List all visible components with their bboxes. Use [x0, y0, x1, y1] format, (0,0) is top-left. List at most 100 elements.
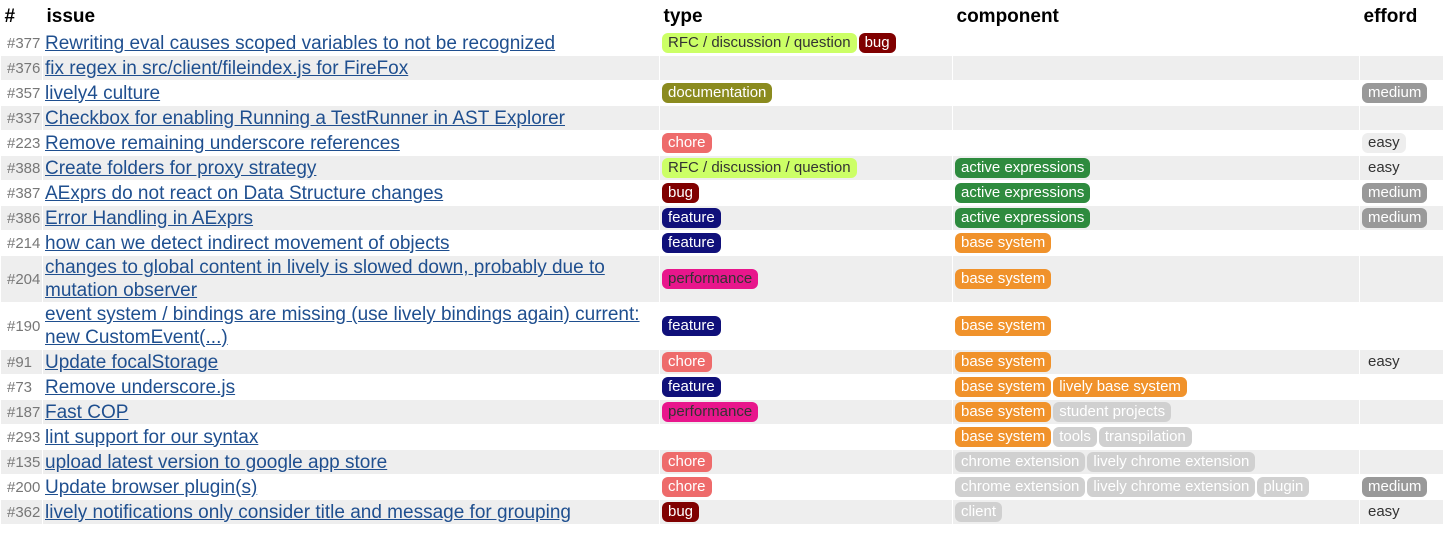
type-label[interactable]: feature	[662, 316, 721, 336]
issue-cell: Remove remaining underscore references	[42, 130, 660, 156]
issue-table: # issue type component efford #377 Rewrit…	[0, 4, 1443, 525]
issue-cell: Fast COP	[42, 399, 660, 425]
issue-link[interactable]: lively4 culture	[45, 82, 161, 104]
component-label[interactable]: client	[955, 502, 1003, 522]
component-label[interactable]: base system	[955, 427, 1052, 447]
component-label[interactable]: plugin	[1257, 477, 1310, 497]
issue-link[interactable]: Fast COP	[45, 401, 129, 423]
type-label[interactable]: chore	[662, 133, 712, 153]
issue-link[interactable]: Update focalStorage	[45, 351, 219, 373]
component-label[interactable]: base system	[955, 269, 1052, 289]
header-cell: issue	[46, 6, 96, 27]
issue-cell: event system / bindings are missing (use…	[42, 302, 660, 350]
issue-number: #73	[0, 374, 43, 400]
component-cell	[952, 105, 1360, 131]
issue-link[interactable]: Remove remaining underscore references	[45, 132, 400, 154]
issue-number: #386	[0, 205, 43, 231]
table-body: #377 Rewriting eval causes scoped variabl…	[0, 30, 1443, 525]
component-label[interactable]: chrome extension	[955, 452, 1086, 472]
efford-cell: medium	[1359, 80, 1443, 106]
type-cell	[659, 424, 953, 450]
issue-link[interactable]: how can we detect indirect movement of o…	[45, 232, 450, 254]
issue-link[interactable]: lint support for our syntax	[45, 426, 259, 448]
issue-link[interactable]: upload latest version to google app stor…	[45, 451, 388, 473]
issue-number: #190	[0, 302, 43, 350]
component-label[interactable]: student projects	[1053, 402, 1172, 422]
type-cell: feature	[659, 374, 953, 400]
issue-cell: Create folders for proxy strategy	[42, 155, 660, 181]
component-label[interactable]: active expressions	[955, 158, 1091, 178]
issue-cell: fix regex in src/client/fileindex.js for…	[42, 55, 660, 81]
type-label[interactable]: bug	[662, 502, 700, 522]
issue-link[interactable]: Checkbox for enabling Running a TestRunn…	[45, 107, 565, 129]
type-label[interactable]: performance	[662, 402, 759, 422]
component-cell: base system	[952, 230, 1360, 256]
type-label[interactable]: chore	[662, 352, 712, 372]
issue-number: #293	[0, 424, 43, 450]
type-label[interactable]: feature	[662, 208, 721, 228]
efford-cell: medium	[1359, 180, 1443, 206]
type-label[interactable]: RFC / discussion / question	[662, 33, 857, 53]
type-cell: chore	[659, 449, 953, 475]
component-cell: base system	[952, 255, 1360, 303]
table-row: #214 how can we detect indirect movement …	[0, 230, 1443, 256]
component-cell: chrome extension lively chrome extension	[952, 449, 1360, 475]
table-row: #91 Update focalStorage chore base system ea…	[0, 349, 1443, 375]
component-label[interactable]: base system	[955, 316, 1052, 336]
efford-label[interactable]: medium	[1362, 183, 1428, 203]
component-label[interactable]: lively chrome extension	[1087, 452, 1256, 472]
component-label[interactable]: transpilation	[1098, 427, 1192, 447]
issue-link[interactable]: AExprs do not react on Data Structure ch…	[45, 182, 444, 204]
type-label[interactable]: feature	[662, 233, 721, 253]
component-label[interactable]: active expressions	[955, 183, 1091, 203]
type-label[interactable]: RFC / discussion / question	[662, 158, 857, 178]
table-row: #200 Update browser plugin(s) chore chrome …	[0, 474, 1443, 500]
table-row: #337 Checkbox for enabling Running a Test…	[0, 105, 1443, 131]
issue-link[interactable]: lively notifications only consider title…	[45, 501, 571, 523]
issue-link[interactable]: Remove underscore.js	[45, 376, 236, 398]
component-label[interactable]: base system	[955, 233, 1052, 253]
issue-link[interactable]: Update browser plugin(s)	[45, 476, 258, 498]
type-cell: RFC / discussion / question	[659, 155, 953, 181]
table-row: #357 lively4 culture documentation medium	[0, 80, 1443, 106]
efford-label[interactable]: easy	[1362, 352, 1406, 372]
issue-cell: changes to global content in lively is s…	[42, 255, 660, 303]
type-label[interactable]: bug	[858, 33, 896, 53]
issue-link[interactable]: Create folders for proxy strategy	[45, 157, 317, 179]
table-row: #377 Rewriting eval causes scoped variabl…	[0, 30, 1443, 56]
issue-link[interactable]: changes to global content in lively is s…	[45, 257, 605, 301]
issue-link[interactable]: Error Handling in AExprs	[45, 207, 254, 229]
efford-label[interactable]: easy	[1362, 158, 1406, 178]
issue-number: #204	[0, 255, 43, 303]
efford-label[interactable]: medium	[1362, 477, 1428, 497]
type-cell: performance	[659, 255, 953, 303]
component-label[interactable]: chrome extension	[955, 477, 1086, 497]
efford-cell	[1359, 55, 1443, 81]
component-label[interactable]: base system	[955, 352, 1052, 372]
type-cell: documentation	[659, 80, 953, 106]
efford-label[interactable]: medium	[1362, 208, 1428, 228]
issue-number: #388	[0, 155, 43, 181]
type-label[interactable]: documentation	[662, 83, 773, 103]
efford-label[interactable]: medium	[1362, 83, 1428, 103]
component-label[interactable]: active expressions	[955, 208, 1091, 228]
type-label[interactable]: performance	[662, 269, 759, 289]
component-label[interactable]: base system	[955, 402, 1052, 422]
component-label[interactable]: tools	[1053, 427, 1097, 447]
type-label[interactable]: chore	[662, 452, 712, 472]
type-cell: feature	[659, 205, 953, 231]
issue-link[interactable]: Rewriting eval causes scoped variables t…	[45, 32, 556, 54]
type-label[interactable]: bug	[662, 183, 700, 203]
issue-link[interactable]: fix regex in src/client/fileindex.js for…	[45, 57, 409, 79]
efford-cell	[1359, 105, 1443, 131]
efford-label[interactable]: easy	[1362, 502, 1406, 522]
component-cell: client	[952, 499, 1360, 525]
component-label[interactable]: base system	[955, 377, 1052, 397]
type-label[interactable]: feature	[662, 377, 721, 397]
component-label[interactable]: lively base system	[1053, 377, 1187, 397]
component-label[interactable]: lively chrome extension	[1087, 477, 1256, 497]
component-cell	[952, 30, 1360, 56]
type-label[interactable]: chore	[662, 477, 712, 497]
efford-label[interactable]: easy	[1362, 133, 1406, 153]
issue-link[interactable]: event system / bindings are missing (use…	[45, 304, 640, 348]
